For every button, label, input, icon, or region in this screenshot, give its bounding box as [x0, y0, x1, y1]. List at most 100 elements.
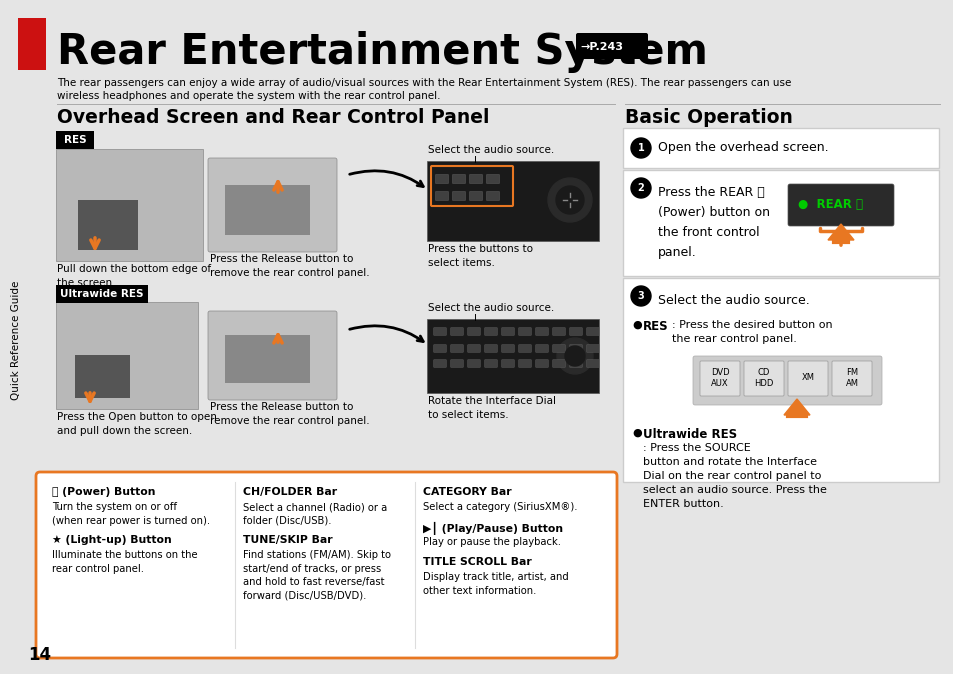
- FancyBboxPatch shape: [569, 344, 581, 353]
- Text: Play or pause the playback.: Play or pause the playback.: [422, 537, 560, 547]
- FancyBboxPatch shape: [18, 18, 46, 70]
- FancyBboxPatch shape: [78, 200, 138, 250]
- Text: TUNE/SKIP Bar: TUNE/SKIP Bar: [243, 535, 333, 545]
- Text: Rotate the Interface Dial
to select items.: Rotate the Interface Dial to select item…: [428, 396, 556, 420]
- FancyBboxPatch shape: [469, 191, 482, 200]
- FancyBboxPatch shape: [518, 360, 531, 367]
- FancyBboxPatch shape: [743, 361, 783, 396]
- Text: CATEGORY Bar: CATEGORY Bar: [422, 487, 511, 497]
- FancyBboxPatch shape: [552, 360, 565, 367]
- Text: Press the Release button to
remove the rear control panel.: Press the Release button to remove the r…: [210, 402, 369, 426]
- FancyBboxPatch shape: [225, 335, 310, 383]
- Text: Quick Reference Guide: Quick Reference Guide: [11, 280, 21, 400]
- Text: Pull down the bottom edge of
the screen.: Pull down the bottom edge of the screen.: [57, 264, 211, 288]
- Text: ●  REAR ⓨ: ● REAR ⓨ: [797, 197, 862, 210]
- FancyBboxPatch shape: [787, 361, 827, 396]
- Text: CD
HDD: CD HDD: [754, 368, 773, 388]
- Text: FM
AM: FM AM: [844, 368, 858, 388]
- FancyBboxPatch shape: [450, 344, 463, 353]
- FancyBboxPatch shape: [56, 149, 203, 261]
- FancyBboxPatch shape: [450, 360, 463, 367]
- FancyBboxPatch shape: [622, 128, 938, 168]
- Text: Open the overhead screen.: Open the overhead screen.: [658, 142, 828, 154]
- FancyBboxPatch shape: [484, 344, 497, 353]
- Text: Basic Operation: Basic Operation: [624, 108, 792, 127]
- FancyBboxPatch shape: [586, 360, 598, 367]
- FancyBboxPatch shape: [622, 278, 938, 482]
- Text: ▶⎮ (Play/Pause) Button: ▶⎮ (Play/Pause) Button: [422, 522, 562, 535]
- Text: Select a category (SiriusXM®).: Select a category (SiriusXM®).: [422, 502, 577, 512]
- Text: Illuminate the buttons on the
rear control panel.: Illuminate the buttons on the rear contr…: [52, 550, 197, 574]
- Text: : Press the SOURCE
button and rotate the Interface
Dial on the rear control pane: : Press the SOURCE button and rotate the…: [642, 443, 826, 509]
- Text: Find stations (FM/AM). Skip to
start/end of tracks, or press
and hold to fast re: Find stations (FM/AM). Skip to start/end…: [243, 550, 391, 601]
- Text: The rear passengers can enjoy a wide array of audio/visual sources with the Rear: The rear passengers can enjoy a wide arr…: [57, 78, 791, 88]
- FancyBboxPatch shape: [75, 355, 130, 398]
- FancyBboxPatch shape: [501, 360, 514, 367]
- Text: Select the audio source.: Select the audio source.: [428, 303, 554, 313]
- Text: Turn the system on or off
(when rear power is turned on).: Turn the system on or off (when rear pow…: [52, 502, 210, 526]
- FancyBboxPatch shape: [536, 360, 548, 367]
- FancyBboxPatch shape: [586, 328, 598, 335]
- FancyBboxPatch shape: [692, 356, 882, 405]
- FancyBboxPatch shape: [36, 472, 617, 658]
- Text: Ultrawide RES: Ultrawide RES: [642, 428, 737, 441]
- FancyBboxPatch shape: [56, 302, 198, 409]
- Text: Overhead Screen and Rear Control Panel: Overhead Screen and Rear Control Panel: [57, 108, 489, 127]
- Text: Press the buttons to
select items.: Press the buttons to select items.: [428, 244, 533, 268]
- FancyBboxPatch shape: [467, 344, 479, 353]
- FancyBboxPatch shape: [576, 33, 647, 59]
- Text: Select a channel (Radio) or a
folder (Disc/USB).: Select a channel (Radio) or a folder (Di…: [243, 502, 387, 526]
- Text: ●: ●: [631, 320, 641, 330]
- Text: Ultrawide RES: Ultrawide RES: [60, 289, 144, 299]
- FancyBboxPatch shape: [434, 328, 446, 335]
- FancyBboxPatch shape: [208, 158, 336, 252]
- FancyBboxPatch shape: [536, 328, 548, 335]
- Text: Press the REAR ⓨ
(Power) button on
the front control
panel.: Press the REAR ⓨ (Power) button on the f…: [658, 186, 769, 259]
- FancyBboxPatch shape: [486, 175, 499, 183]
- Circle shape: [564, 346, 584, 366]
- FancyBboxPatch shape: [427, 161, 598, 241]
- Circle shape: [547, 178, 592, 222]
- FancyBboxPatch shape: [435, 191, 448, 200]
- FancyBboxPatch shape: [452, 191, 465, 200]
- Circle shape: [630, 138, 650, 158]
- Text: ●: ●: [631, 428, 641, 438]
- Text: CH/FOLDER Bar: CH/FOLDER Bar: [243, 487, 336, 497]
- Text: RES: RES: [64, 135, 86, 145]
- Circle shape: [557, 338, 593, 374]
- Polygon shape: [783, 399, 809, 415]
- Text: DVD
AUX: DVD AUX: [710, 368, 728, 388]
- FancyBboxPatch shape: [518, 344, 531, 353]
- FancyBboxPatch shape: [552, 344, 565, 353]
- Text: Display track title, artist, and
other text information.: Display track title, artist, and other t…: [422, 572, 568, 596]
- Text: XM: XM: [801, 373, 814, 383]
- FancyBboxPatch shape: [486, 191, 499, 200]
- FancyBboxPatch shape: [427, 319, 598, 393]
- FancyBboxPatch shape: [484, 328, 497, 335]
- FancyBboxPatch shape: [56, 285, 148, 303]
- Text: →P.243: →P.243: [579, 42, 622, 52]
- Text: TITLE SCROLL Bar: TITLE SCROLL Bar: [422, 557, 531, 567]
- FancyBboxPatch shape: [450, 328, 463, 335]
- FancyBboxPatch shape: [484, 360, 497, 367]
- FancyBboxPatch shape: [434, 360, 446, 367]
- FancyBboxPatch shape: [469, 175, 482, 183]
- FancyBboxPatch shape: [700, 361, 740, 396]
- Text: RES: RES: [642, 320, 668, 333]
- Text: 1: 1: [637, 143, 643, 153]
- FancyBboxPatch shape: [622, 170, 938, 276]
- Text: : Press the desired button on
the rear control panel.: : Press the desired button on the rear c…: [671, 320, 832, 344]
- FancyBboxPatch shape: [787, 184, 893, 226]
- FancyBboxPatch shape: [536, 344, 548, 353]
- FancyBboxPatch shape: [569, 328, 581, 335]
- Text: ★ (Light-up) Button: ★ (Light-up) Button: [52, 535, 172, 545]
- Circle shape: [630, 286, 650, 306]
- FancyBboxPatch shape: [452, 175, 465, 183]
- FancyBboxPatch shape: [586, 344, 598, 353]
- FancyBboxPatch shape: [208, 311, 336, 400]
- FancyBboxPatch shape: [569, 360, 581, 367]
- FancyBboxPatch shape: [467, 360, 479, 367]
- FancyBboxPatch shape: [434, 344, 446, 353]
- Text: 2: 2: [637, 183, 643, 193]
- Circle shape: [630, 178, 650, 198]
